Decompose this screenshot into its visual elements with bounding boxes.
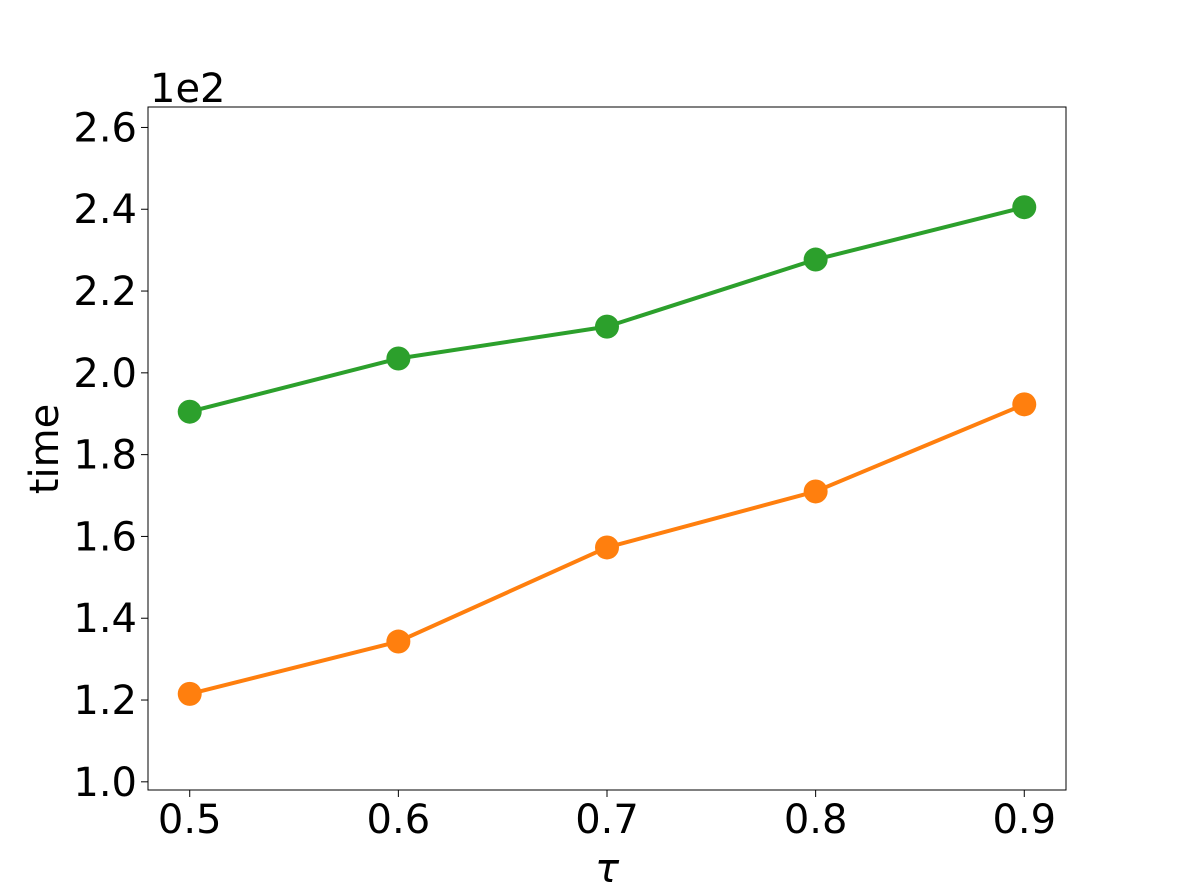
- y-tick-label: 1.0: [73, 760, 137, 806]
- data-point: [386, 346, 411, 371]
- y-axis-title: time: [22, 404, 68, 494]
- x-tick-label: 0.6: [367, 797, 431, 843]
- y-tick-label: 2.0: [73, 351, 137, 397]
- y-tick-label: 1.6: [73, 514, 137, 560]
- data-point: [595, 314, 619, 339]
- data-point: [803, 247, 828, 272]
- x-tick-label: 0.7: [575, 797, 639, 843]
- data-point: [386, 629, 411, 654]
- x-tick-label: 0.9: [992, 797, 1056, 843]
- plot-area: [148, 107, 1066, 790]
- y-axis: 1.0 1.2 1.4 1.6 1.8 2.0 2.2 2.4 2.6: [73, 105, 148, 806]
- x-tick-label: 0.5: [158, 797, 222, 843]
- series-layer: [177, 195, 1037, 706]
- y-tick-label: 2.4: [73, 187, 137, 233]
- data-point: [177, 399, 202, 424]
- data-point: [1012, 195, 1037, 220]
- series-2: [177, 392, 1037, 706]
- y-tick-label: 1.2: [73, 678, 137, 724]
- series-1: [177, 195, 1037, 424]
- y-tick-label: 1.4: [73, 596, 137, 642]
- y-tick-label: 1.8: [73, 433, 137, 479]
- data-point: [803, 479, 828, 504]
- x-axis: 0.5 0.6 0.7 0.8 0.9: [158, 790, 1056, 843]
- y-offset-label: 1e2: [150, 66, 226, 112]
- y-tick-label: 2.2: [73, 269, 137, 315]
- y-tick-label: 2.6: [73, 105, 137, 151]
- data-point: [595, 535, 619, 560]
- x-tick-label: 0.8: [784, 797, 848, 843]
- data-point: [1012, 392, 1037, 417]
- x-axis-title: τ: [595, 846, 620, 888]
- data-point: [177, 681, 202, 706]
